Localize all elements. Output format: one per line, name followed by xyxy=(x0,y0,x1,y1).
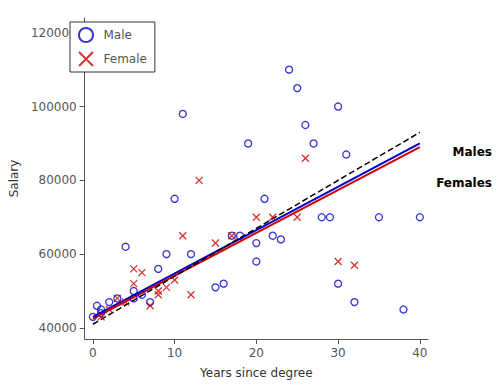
svg-text:Females: Females xyxy=(436,176,492,190)
svg-text:60000: 60000 xyxy=(39,247,77,261)
svg-text:10: 10 xyxy=(167,346,182,360)
svg-text:0: 0 xyxy=(89,346,97,360)
svg-text:40000: 40000 xyxy=(39,321,77,335)
svg-text:Male: Male xyxy=(104,28,132,42)
svg-text:120000: 120000 xyxy=(30,25,77,40)
svg-text:Salary: Salary xyxy=(7,160,21,198)
svg-text:40: 40 xyxy=(412,346,427,360)
svg-text:Males: Males xyxy=(453,145,492,159)
svg-text:80000: 80000 xyxy=(39,173,77,187)
svg-text:30: 30 xyxy=(330,346,345,360)
svg-text:20: 20 xyxy=(249,346,264,360)
svg-text:Years since degree: Years since degree xyxy=(199,366,313,380)
svg-text:100000: 100000 xyxy=(31,100,77,114)
svg-text:Female: Female xyxy=(104,52,147,66)
